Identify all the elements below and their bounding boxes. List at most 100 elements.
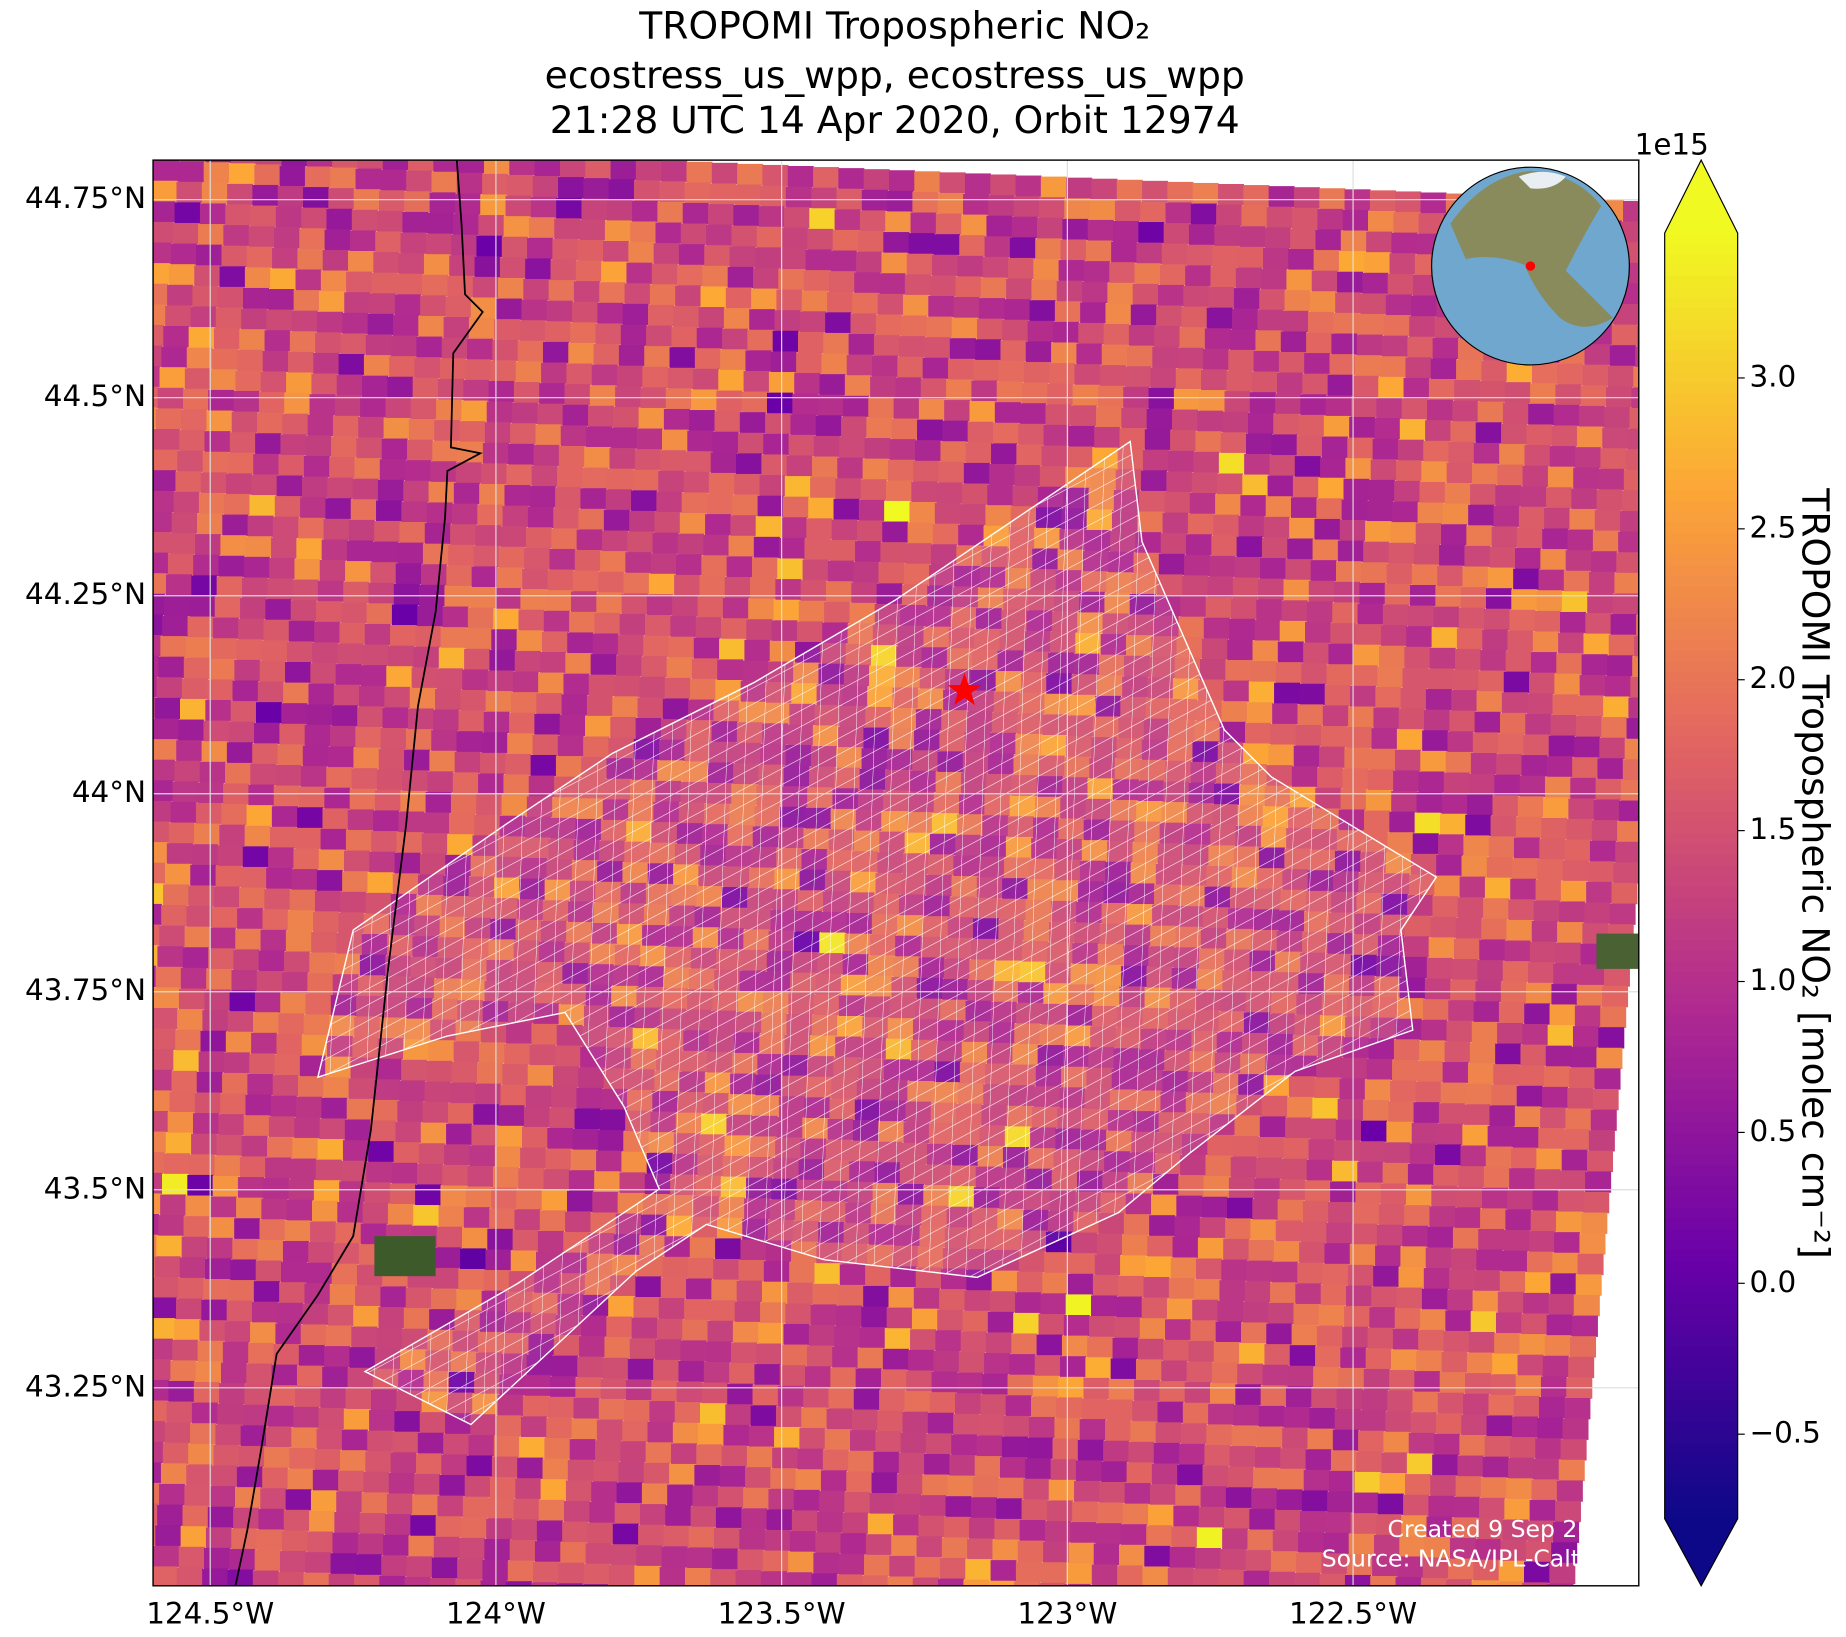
imagery-cell [64,860,90,881]
imagery-cell [600,551,627,573]
imagery-cell [658,1588,684,1609]
imagery-cell [1571,1046,1598,1069]
imagery-cell [1039,1582,1066,1586]
imagery-cell [884,500,911,523]
imagery-cell [789,1262,816,1284]
imagery-cell [457,441,484,464]
imagery-cell [928,295,955,318]
imagery-cell [1395,191,1422,213]
imagery-cell [1488,836,1515,858]
colorbar-segment [1664,1475,1738,1488]
title: TROPOMI Tropospheric NO₂ [638,4,1150,48]
imagery-cell [219,824,246,846]
imagery-cell [676,1381,703,1403]
imagery-cell [273,785,300,807]
imagery-cell [1518,1065,1545,1087]
imagery-cell [560,1542,587,1564]
imagery-cell [498,546,525,569]
imagery-cell [115,303,141,324]
imagery-cell [295,269,322,291]
imagery-cell [567,632,594,654]
imagery-cell [1491,526,1518,548]
imagery-cell [351,1326,378,1348]
imagery-cell [1203,1176,1230,1198]
imagery-cell [1246,1260,1273,1282]
imagery-cell [934,503,961,525]
imagery-cell [187,616,214,638]
imagery-cell [434,420,461,442]
imagery-cell [1315,229,1342,251]
imagery-cell [1263,516,1290,539]
imagery-cell [195,1361,222,1383]
imagery-cell [276,1592,302,1613]
imagery-cell [1525,713,1552,736]
imagery-cell [171,512,198,534]
imagery-cell [469,1145,496,1167]
imagery-cell [303,187,330,209]
imagery-cell [81,1501,107,1522]
imagery-cell [1244,722,1272,745]
imagery-cell [1187,1630,1213,1637]
imagery-cell [323,518,350,541]
colorbar-segment [1664,650,1738,663]
imagery-cell [382,707,409,729]
imagery-cell [831,519,858,541]
imagery-cell [1388,1101,1415,1123]
imagery-cell [815,1532,842,1554]
imagery-cell [611,427,638,449]
imagery-cell [228,1280,255,1302]
imagery-cell [431,1288,458,1310]
imagery-cell [680,1340,707,1362]
imagery-cell [1096,406,1123,428]
imagery-cell [581,198,608,221]
imagery-cell [1457,897,1484,919]
imagery-cell [477,504,504,526]
imagery-cell [318,291,345,313]
imagery-cell [978,298,1005,320]
imagery-cell [305,435,332,457]
imagery-cell [1401,1515,1428,1537]
colorbar-segment [1664,725,1738,738]
imagery-cell [700,1403,727,1425]
imagery-cell [529,1044,556,1066]
imagery-cell [524,547,551,570]
imagery-cell [444,585,471,608]
imagery-cell [153,1421,166,1443]
imagery-cell [272,1633,298,1637]
imagery-cell [1324,1243,1351,1265]
imagery-cell [1186,534,1213,556]
imagery-cell [367,1430,394,1452]
imagery-cell [1451,690,1478,712]
imagery-cell [1296,1552,1323,1574]
colorbar-segment [1664,1111,1738,1124]
imagery-cell [166,574,193,596]
imagery-cell [153,1441,164,1463]
imagery-cell [298,517,325,540]
imagery-cell [246,805,273,827]
imagery-cell [1383,1431,1410,1454]
imagery-cell [1151,1463,1178,1485]
imagery-cell [102,1275,128,1296]
imagery-cell [545,590,572,612]
imagery-cell [1061,1335,1088,1357]
imagery-cell [1475,422,1502,444]
imagery-cell [1138,222,1165,244]
colorbar-segment [1664,1208,1738,1220]
imagery-cell [589,1501,616,1524]
imagery-cell [291,1427,318,1449]
imagery-cell [1217,1300,1244,1323]
imagery-cell [315,601,343,623]
imagery-cell [188,885,215,907]
imagery-cell [725,1404,752,1426]
imagery-cell [13,1416,39,1437]
imagery-cell [226,742,253,764]
imagery-cell [1014,1581,1041,1586]
imagery-cell [1390,1349,1417,1371]
imagery-cell [1130,304,1157,326]
imagery-cell [1303,1469,1330,1492]
imagery-cell [751,288,778,310]
imagery-cell [578,1067,605,1089]
imagery-cell [514,1209,541,1231]
imagery-cell [1362,1100,1389,1122]
imagery-cell [170,801,197,824]
